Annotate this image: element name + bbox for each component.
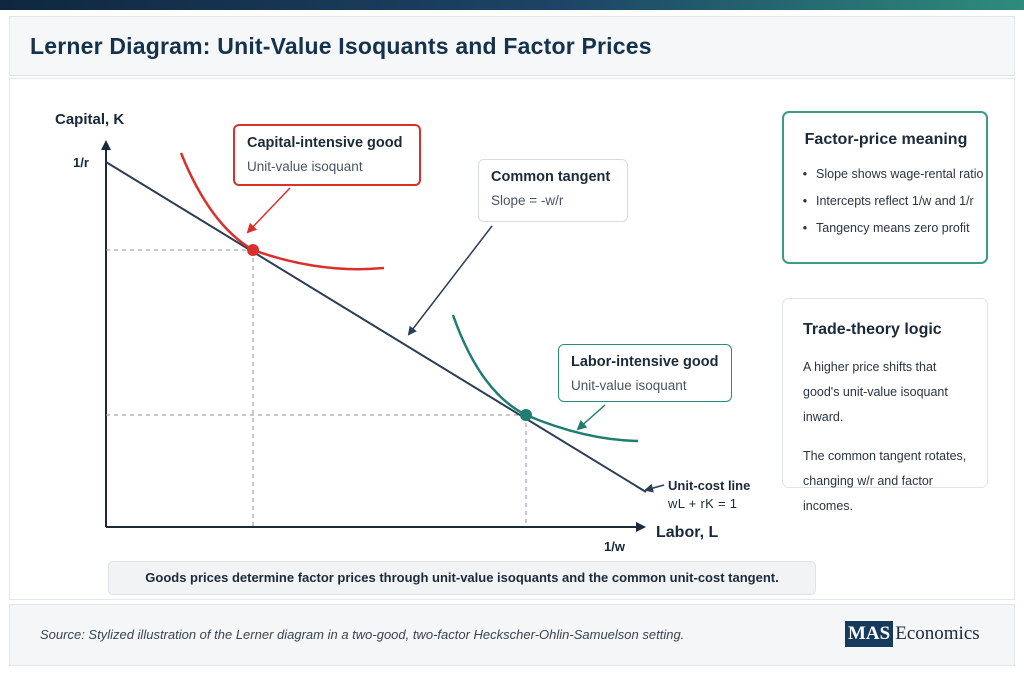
factor-bullet-text: Slope shows wage-rental ratio: [816, 167, 984, 181]
tangent-callout-arrow: [407, 225, 493, 336]
unit-cost-label: Unit-cost line wL + rK = 1: [668, 478, 750, 511]
capital-callout-subtitle: Unit-value isoquant: [247, 159, 363, 174]
capital-callout-title: Capital-intensive good: [247, 135, 403, 151]
labor-callout-arrow: [576, 404, 606, 431]
factor-bullet-list: • Slope shows wage-rental ratio • Intercep…: [798, 167, 984, 235]
source-note: Source: Stylized illustration of the Ler…: [40, 627, 685, 642]
unit-cost-line: [105, 161, 647, 493]
factor-panel-title: Factor-price meaning: [804, 131, 968, 148]
factor-bullet-text: Tangency means zero profit: [816, 221, 970, 235]
common-tangent-callout: Common tangent Slope = -w/r: [478, 159, 628, 222]
trade-theory-panel: Trade-theory logic A higher price shifts…: [782, 298, 988, 513]
unit-cost-arrow: [644, 483, 665, 493]
labor-intensive-callout: Labor-intensive good Unit-value isoquant: [558, 344, 732, 402]
trade-panel-text-2: The common tangent rotates, changing w/r…: [803, 449, 967, 513]
capital-intensive-callout: Capital-intensive good Unit-value isoqua…: [233, 124, 421, 186]
labor-callout-title: Labor-intensive good: [571, 354, 719, 370]
factor-bullet: • Intercepts reflect 1/w and 1/r: [798, 194, 974, 208]
logo-wordmark: Economics: [895, 623, 980, 644]
factor-price-panel: Factor-price meaning • Slope shows wage-r…: [782, 111, 988, 264]
top-accent-bar: [0, 0, 1024, 10]
logo-mark: MAS: [845, 621, 894, 647]
header-band: [9, 16, 1015, 76]
tangent-callout-subtitle: Slope = -w/r: [491, 193, 564, 208]
trade-panel-text-1: A higher price shifts that good's unit-v…: [803, 360, 948, 424]
capital-tangency-point: [247, 244, 259, 256]
brand-logo: MAS Economics: [845, 620, 980, 648]
labor-callout-subtitle: Unit-value isoquant: [571, 378, 687, 393]
tangent-callout-title: Common tangent: [491, 169, 611, 185]
factor-bullet: • Slope shows wage-rental ratio: [798, 167, 984, 181]
y-intercept-label: 1/r: [73, 155, 89, 170]
y-axis-label: Capital, K: [55, 111, 124, 128]
unit-cost-equation: wL + rK = 1: [668, 496, 738, 511]
summary-note: Goods prices determine factor prices thr…: [108, 561, 816, 595]
bullet-icon: •: [802, 167, 808, 181]
bullet-icon: •: [802, 221, 808, 235]
unit-cost-title: Unit-cost line: [668, 478, 751, 493]
factor-bullet-text: Intercepts reflect 1/w and 1/r: [816, 194, 974, 208]
bullet-icon: •: [802, 194, 808, 208]
x-intercept-label: 1/w: [604, 539, 626, 554]
x-axis-label: Labor, L: [656, 524, 718, 541]
capital-callout-arrow: [246, 187, 291, 234]
factor-bullet: • Tangency means zero profit: [798, 221, 974, 235]
page-title: Lerner Diagram: Unit-Value Isoquants and…: [30, 33, 652, 59]
trade-panel-title: Trade-theory logic: [803, 321, 942, 338]
labor-tangency-point: [520, 409, 532, 421]
